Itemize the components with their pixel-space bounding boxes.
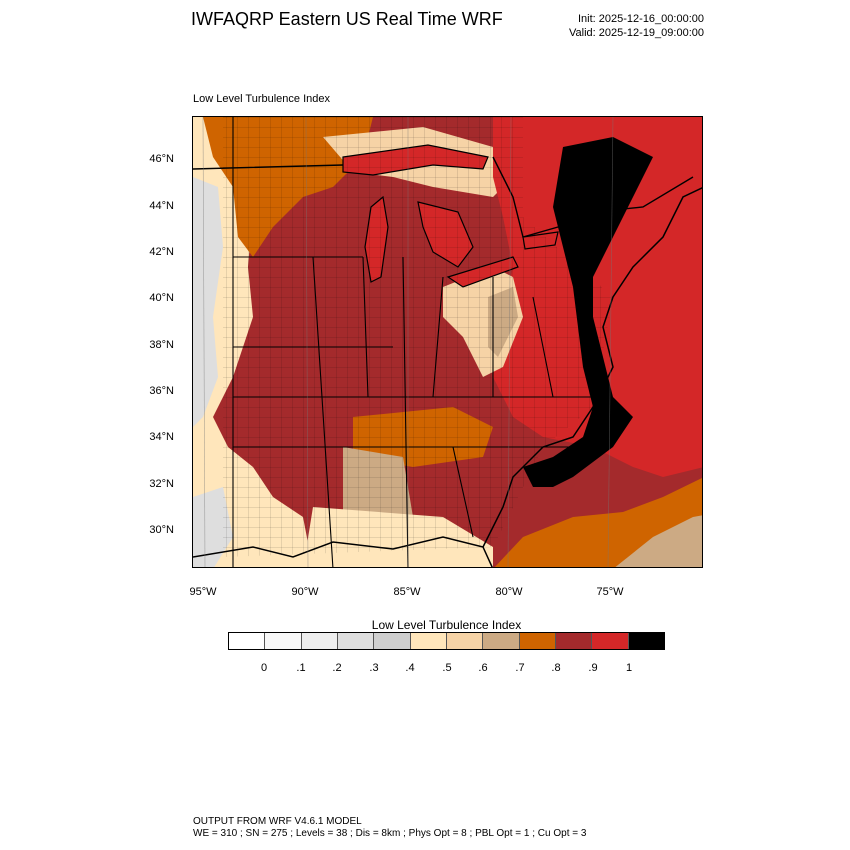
init-time: Init: 2025-12-16_00:00:00 xyxy=(578,13,704,25)
turbulence-map xyxy=(193,117,702,567)
legend-swatch xyxy=(374,633,411,649)
lat-label-44n: 44°N xyxy=(149,200,174,212)
legend-swatch xyxy=(265,633,302,649)
legend-tick-label: .2 xyxy=(332,662,342,674)
legend-tick-label: .5 xyxy=(442,662,452,674)
west-light-region xyxy=(193,117,313,567)
county-grid xyxy=(223,117,613,557)
lon-label-95w: 95°W xyxy=(189,586,217,598)
lat-label-38n: 38°N xyxy=(149,339,174,351)
legend-swatch xyxy=(628,633,664,649)
plot-title: Low Level Turbulence Index xyxy=(193,93,330,105)
legend-swatch xyxy=(555,633,593,649)
legend-swatch xyxy=(483,633,520,649)
legend-swatch xyxy=(446,633,484,649)
lat-label-30n: 30°N xyxy=(149,524,174,536)
lon-label-80w: 80°W xyxy=(495,586,523,598)
graticule xyxy=(202,117,614,567)
main-title: IWFAQRP Eastern US Real Time WRF xyxy=(191,9,503,29)
legend-tick-label: 1 xyxy=(625,662,633,674)
lat-label-34n: 34°N xyxy=(149,431,174,443)
lat-label-42n: 42°N xyxy=(149,246,174,258)
lat-label-32n: 32°N xyxy=(149,478,174,490)
lon-label-85w: 85°W xyxy=(393,586,421,598)
legend-tick-label: 0 xyxy=(260,662,268,674)
legend-swatch xyxy=(592,633,629,649)
legend-swatch xyxy=(410,633,447,649)
west-gray-region xyxy=(193,177,223,427)
model-info-line: OUTPUT FROM WRF V4.6.1 MODEL xyxy=(193,816,362,827)
legend-swatch xyxy=(229,633,266,649)
legend-colorbar xyxy=(228,632,665,650)
lat-label-36n: 36°N xyxy=(149,385,174,397)
valid-time: Valid: 2025-12-19_09:00:00 xyxy=(569,27,704,39)
legend-tick-label: .1 xyxy=(296,662,306,674)
lat-label-40n: 40°N xyxy=(149,292,174,304)
legend-tick-label: .4 xyxy=(405,662,415,674)
lat-label-46n: 46°N xyxy=(149,153,174,165)
legend-tick-label: .8 xyxy=(551,662,561,674)
legend-swatch xyxy=(301,633,338,649)
legend-tick-label: .7 xyxy=(515,662,525,674)
lon-label-90w: 90°W xyxy=(291,586,319,598)
map-panel xyxy=(192,116,703,568)
legend-swatch xyxy=(337,633,375,649)
legend-tick-label: .9 xyxy=(588,662,598,674)
legend-title: Low Level Turbulence Index xyxy=(371,618,522,632)
legend-tick-label: .6 xyxy=(478,662,488,674)
legend-tick-label: .3 xyxy=(369,662,379,674)
legend-swatch xyxy=(519,633,556,649)
model-params-line: WE = 310 ; SN = 275 ; Levels = 38 ; Dis … xyxy=(193,828,587,839)
lon-label-75w: 75°W xyxy=(596,586,624,598)
ocean-tan-band xyxy=(615,515,702,567)
